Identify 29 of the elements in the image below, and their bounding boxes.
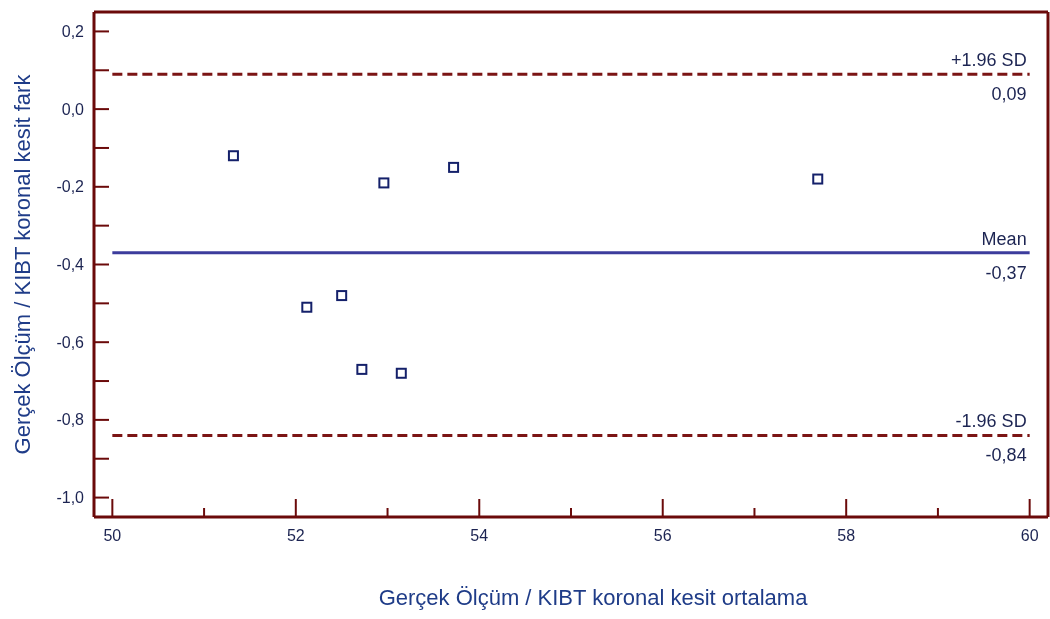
y-tick-label: -1,0	[56, 489, 85, 507]
y-axis-title: Gerçek Ölçüm / KIBT koronal kesit fark	[9, 73, 35, 455]
ref-line-label: Mean	[981, 228, 1027, 249]
x-tick-label: 56	[653, 526, 672, 544]
x-tick-label: 52	[286, 526, 305, 544]
point	[395, 367, 407, 379]
point	[336, 290, 348, 302]
x-tick-label: 50	[103, 526, 122, 544]
point	[301, 301, 313, 313]
y-tick-label: -0,2	[56, 178, 85, 196]
point	[812, 173, 824, 185]
point	[227, 150, 239, 162]
ref-line-label: -1.96 SD	[955, 411, 1027, 432]
point	[356, 363, 368, 375]
ref-line-label: +1.96 SD	[951, 50, 1027, 71]
y-tick-label: -0,4	[56, 256, 85, 274]
y-tick-label: 0,0	[61, 100, 85, 118]
x-tick-label: 60	[1020, 526, 1039, 544]
x-tick-label: 58	[837, 526, 856, 544]
point	[378, 177, 390, 189]
x-tick-label: 54	[470, 526, 489, 544]
y-tick-label: -0,6	[56, 333, 85, 351]
annotation: 0,09	[991, 84, 1027, 105]
y-tick-label: -0,8	[56, 411, 85, 429]
annotation: -0,37	[985, 262, 1027, 283]
annotation: -0,84	[985, 445, 1027, 466]
point	[448, 161, 460, 173]
x-axis-title: Gerçek Ölçüm / KIBT koronal kesit ortalama	[378, 585, 809, 610]
y-tick-label: 0,2	[61, 23, 85, 41]
